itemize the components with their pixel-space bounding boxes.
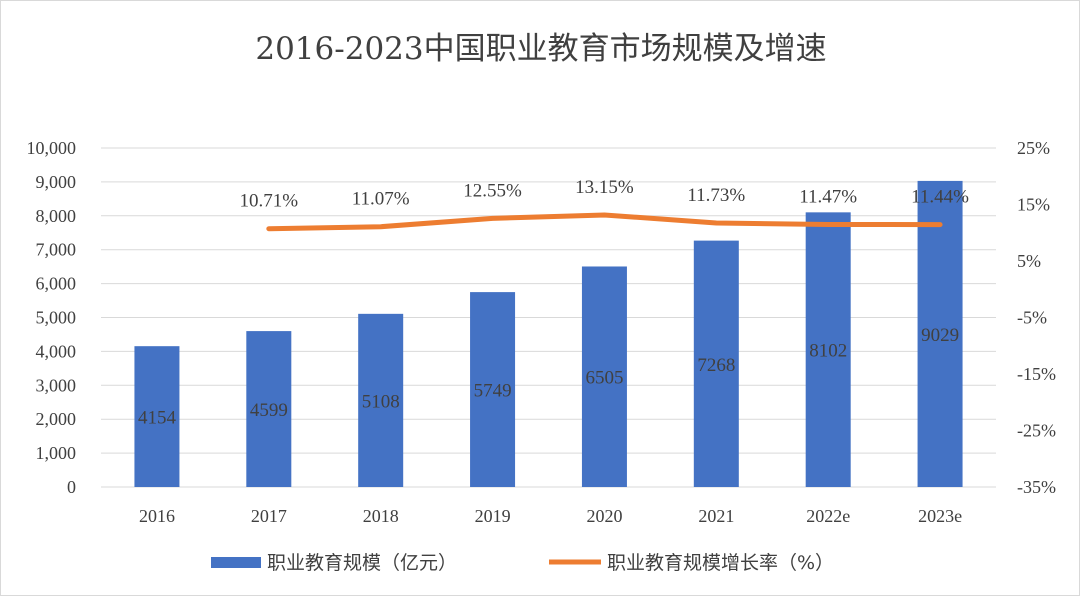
bar (134, 346, 180, 487)
y-left-tick-label: 2,000 (36, 409, 77, 429)
y-right-tick-label: 5% (1017, 251, 1041, 271)
y-left-tick-label: 5,000 (36, 308, 77, 328)
legend-swatch-bar (211, 557, 261, 568)
x-tick-label: 2018 (363, 506, 399, 526)
line-data-label: 11.07% (352, 189, 410, 210)
bar-data-label: 5749 (474, 381, 512, 402)
bar (693, 240, 739, 487)
y-left-tick-label: 0 (67, 477, 76, 497)
chart-title: 2016-2023中国职业教育市场规模及增速 (255, 31, 827, 67)
x-tick-label: 2023e (918, 506, 962, 526)
growth-line (266, 212, 943, 232)
x-tick-label: 2017 (251, 506, 287, 526)
bar-data-label: 5108 (362, 391, 400, 412)
bar (581, 266, 627, 487)
line-data-label: 11.47% (799, 186, 857, 207)
line-data-label: 12.55% (463, 180, 522, 201)
bar (246, 331, 292, 487)
y-right-tick-label: -15% (1017, 364, 1056, 384)
bar (358, 313, 404, 487)
bar-data-label: 7268 (697, 355, 735, 376)
y-left-tick-label: 10,000 (27, 138, 77, 158)
bar (805, 212, 851, 487)
x-tick-label: 2020 (586, 506, 622, 526)
legend-label-bar: 职业教育规模（亿元） (267, 552, 457, 574)
bar-data-label: 9029 (921, 325, 959, 346)
y-right-tick-label: -25% (1017, 421, 1056, 441)
bar-data-label: 4154 (138, 408, 177, 429)
bar-data-label: 6505 (585, 368, 623, 389)
bar-data-label: 4599 (250, 400, 288, 421)
bar-data-label: 8102 (809, 341, 847, 362)
x-tick-label: 2019 (475, 506, 511, 526)
x-tick-label: 2022e (806, 506, 850, 526)
y-left-tick-label: 6,000 (36, 274, 77, 294)
y-left-tick-label: 9,000 (36, 172, 77, 192)
line-data-label: 13.15% (575, 177, 634, 198)
bar (470, 292, 516, 487)
y-left-tick-label: 7,000 (36, 240, 77, 260)
y-left-tick-label: 4,000 (36, 341, 77, 361)
y-left-tick-label: 1,000 (36, 443, 77, 463)
line-data-label: 10.71% (240, 191, 299, 212)
legend-label-line: 职业教育规模增长率（%） (607, 552, 834, 574)
x-tick-label: 2016 (139, 506, 175, 526)
y-right-tick-label: 15% (1017, 195, 1050, 215)
y-right-tick-label: -5% (1017, 308, 1047, 328)
y-right-tick-label: 25% (1017, 138, 1050, 158)
x-tick-label: 2021 (698, 506, 734, 526)
y-left-tick-label: 8,000 (36, 206, 77, 226)
bar (917, 180, 963, 487)
line-data-label: 11.73% (687, 185, 745, 206)
y-left-tick-label: 3,000 (36, 375, 77, 395)
y-right-tick-label: -35% (1017, 477, 1056, 497)
line-data-label: 11.44% (911, 187, 969, 208)
